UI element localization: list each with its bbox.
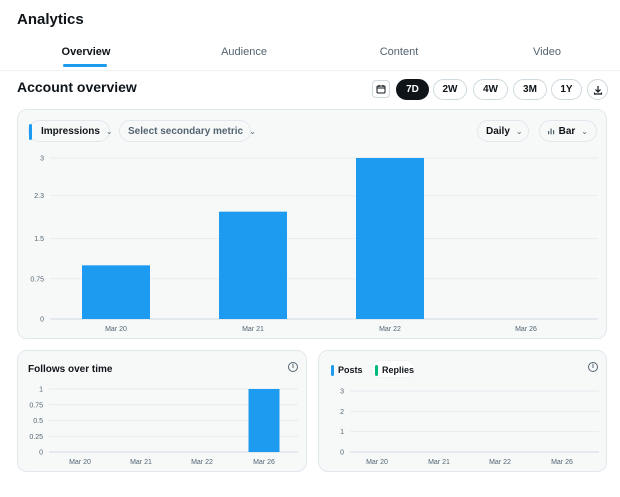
download-icon xyxy=(593,85,602,95)
analytics-tabs: Overview Audience Content Video xyxy=(0,38,620,68)
chevron-down-icon: ⌄ xyxy=(515,126,523,136)
y-tick-label: 0.75 xyxy=(30,276,44,283)
bar xyxy=(82,265,150,319)
info-icon[interactable]: i xyxy=(288,362,298,372)
legend-highlight xyxy=(371,360,415,378)
date-picker-button[interactable] xyxy=(372,80,390,98)
bar-chart-icon xyxy=(548,128,555,135)
legend-swatch xyxy=(331,364,334,376)
legend-swatch xyxy=(375,364,378,376)
y-tick-label: 0 xyxy=(40,317,44,324)
chart-style-label: Bar xyxy=(558,125,576,137)
legend-posts[interactable]: Posts xyxy=(331,364,363,376)
bar xyxy=(248,389,280,452)
y-tick-label: 2 xyxy=(340,409,344,416)
x-tick-label: Mar 21 xyxy=(130,459,152,466)
y-tick-label: 1.5 xyxy=(34,236,44,243)
legend-replies[interactable]: Replies xyxy=(375,364,414,376)
follows-title: Follows over time xyxy=(28,364,113,375)
impressions-chart-card: Impressions ⌄ Select secondary metric ⌄ … xyxy=(17,109,607,339)
page-title: Analytics xyxy=(17,11,84,28)
metric-color-indicator xyxy=(29,124,32,140)
x-tick-label: Mar 26 xyxy=(551,459,573,466)
follows-chart-card: Follows over time i 0 0.25 0.5 0.75 1 Mar 20 M… xyxy=(17,350,307,472)
calendar-icon xyxy=(376,85,386,94)
interval-select[interactable]: Daily ⌄ xyxy=(477,120,529,142)
bar xyxy=(219,211,287,319)
y-tick-label: 0.75 xyxy=(29,402,43,409)
x-tick-label: Mar 22 xyxy=(489,459,511,466)
range-1y-button[interactable]: 1Y xyxy=(551,79,582,100)
chevron-down-icon: ⌄ xyxy=(105,126,113,136)
follows-chart: 0 0.25 0.5 0.75 1 Mar 20 Mar 21 Mar 22 Mar 26 xyxy=(29,387,298,466)
bar xyxy=(356,158,424,319)
download-button[interactable] xyxy=(587,79,608,100)
y-tick-label: 3 xyxy=(40,156,44,163)
y-tick-label: 3 xyxy=(340,389,344,396)
chevron-down-icon: ⌄ xyxy=(581,126,588,136)
range-2w-button[interactable]: 2W xyxy=(433,79,467,100)
range-7d-button[interactable]: 7D xyxy=(396,79,429,100)
impressions-chart: 0 0.75 1.5 2.3 3 Mar 20 Mar 21 Mar 22 Mar 26 xyxy=(30,156,598,333)
chevron-down-icon: ⌄ xyxy=(249,126,256,136)
tab-video[interactable]: Video xyxy=(533,46,561,58)
chart-style-select[interactable]: Bar ⌄ xyxy=(539,120,597,142)
x-tick-label: Mar 26 xyxy=(515,326,537,333)
legend-replies-label: Replies xyxy=(382,365,415,375)
y-tick-label: 2.3 xyxy=(34,193,44,200)
primary-metric-label: Impressions xyxy=(41,125,100,137)
tabs-divider xyxy=(0,70,620,71)
x-tick-label: Mar 20 xyxy=(69,459,91,466)
y-tick-label: 0 xyxy=(39,450,43,457)
tab-audience[interactable]: Audience xyxy=(221,46,267,58)
y-tick-label: 0 xyxy=(340,450,344,457)
range-4w-button[interactable]: 4W xyxy=(473,79,508,100)
tab-overview[interactable]: Overview xyxy=(61,46,111,58)
x-tick-label: Mar 21 xyxy=(242,326,264,333)
x-tick-label: Mar 22 xyxy=(379,326,401,333)
interval-label: Daily xyxy=(486,125,510,137)
secondary-metric-select[interactable]: Select secondary metric ⌄ xyxy=(119,120,256,142)
y-tick-label: 0.5 xyxy=(33,418,43,425)
x-tick-label: Mar 21 xyxy=(428,459,450,466)
tab-content[interactable]: Content xyxy=(379,46,419,58)
posts-replies-chart-card: Posts Replies i 0 1 2 3 Mar 20 Mar 21 Mar 22 Ma… xyxy=(318,350,607,472)
y-tick-label: 0.25 xyxy=(29,434,43,441)
legend-posts-label: Posts xyxy=(338,365,363,375)
active-tab-indicator xyxy=(63,64,107,67)
y-tick-label: 1 xyxy=(340,429,344,436)
range-3m-button[interactable]: 3M xyxy=(513,79,547,100)
info-icon[interactable]: i xyxy=(588,362,598,372)
primary-metric-select[interactable]: Impressions ⌄ xyxy=(28,120,113,142)
secondary-metric-label: Select secondary metric xyxy=(128,125,244,137)
x-tick-label: Mar 26 xyxy=(253,459,275,466)
x-tick-label: Mar 20 xyxy=(366,459,388,466)
x-tick-label: Mar 20 xyxy=(105,326,127,333)
section-title: Account overview xyxy=(17,79,137,95)
x-tick-label: Mar 22 xyxy=(191,459,213,466)
posts-replies-chart: 0 1 2 3 Mar 20 Mar 21 Mar 22 Mar 26 xyxy=(340,389,599,466)
y-tick-label: 1 xyxy=(39,387,43,394)
